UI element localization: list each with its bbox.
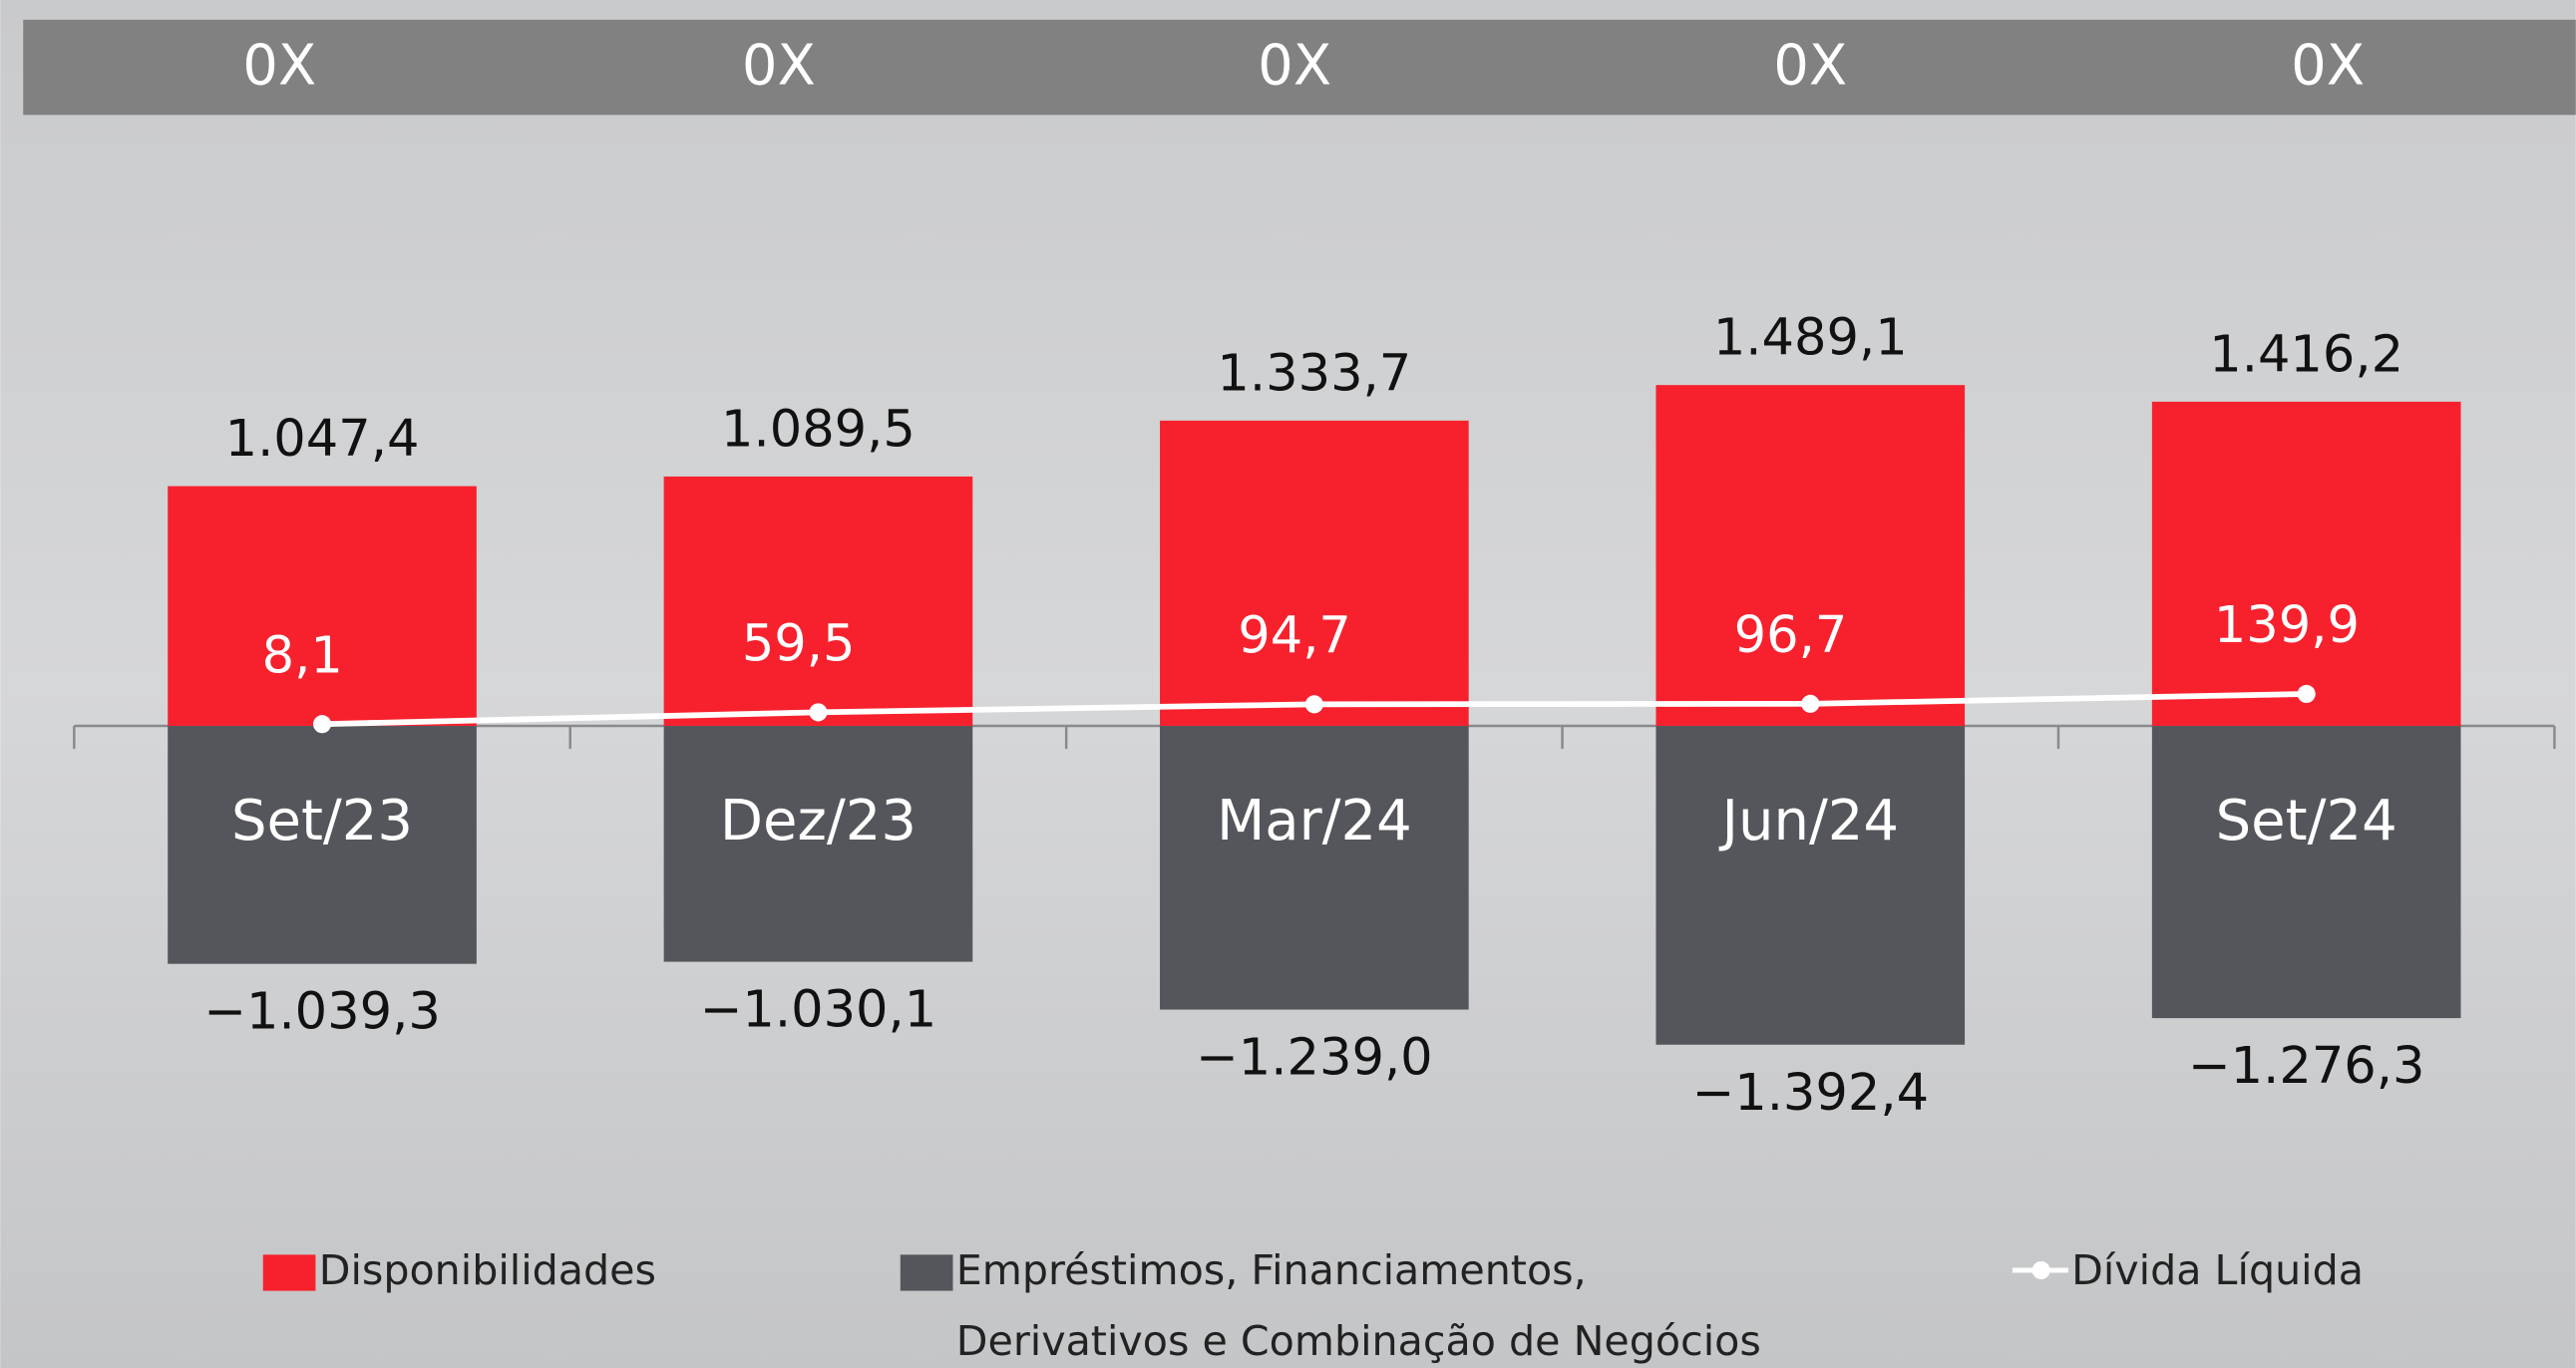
line-value-label: 8,1	[262, 626, 343, 685]
value-label: 1.333,7	[1217, 344, 1411, 403]
header-label: 0X	[1773, 33, 1847, 98]
bar	[168, 726, 477, 964]
x-tick-label: Dez/23	[720, 789, 917, 854]
line-value-label: 139,9	[2214, 596, 2360, 655]
legend-swatch	[900, 1254, 953, 1291]
x-tick-label: Jun/24	[1718, 789, 1899, 854]
bar	[1656, 385, 1966, 727]
header-label: 0X	[742, 33, 816, 98]
bar	[1656, 726, 1966, 1045]
value-label: 1.416,2	[2209, 325, 2403, 384]
labels: 0X 0X 0X 0X 0X 1.047,4 1.089,5 1.333,7 1.489,1 1.…	[203, 33, 2424, 1123]
line-value-label: 96,7	[1734, 606, 1848, 665]
bar	[1160, 726, 1469, 1010]
line-value-label: 94,7	[1238, 606, 1351, 665]
value-label: −1.392,4	[1691, 1064, 1929, 1123]
legend-label: Empréstimos, Financiamentos, Derivativos…	[955, 1246, 1761, 1365]
bar	[168, 486, 477, 727]
legend-label: Dívida Líquida	[2071, 1246, 2364, 1294]
header-band	[23, 19, 2576, 116]
bar	[2151, 726, 2461, 1019]
bar	[2151, 401, 2461, 727]
value-label: 1.489,1	[1713, 309, 1908, 368]
bar	[663, 726, 973, 962]
value-label: 1.089,5	[721, 400, 916, 459]
legend-item: Dívida Líquida	[2012, 1235, 2546, 1306]
line-point	[1801, 694, 1820, 713]
header-label: 0X	[1258, 33, 1331, 98]
line-point	[312, 715, 332, 734]
value-label: −1.030,1	[700, 981, 937, 1040]
value-label: −1.276,3	[2188, 1037, 2425, 1096]
x-tick-label: Set/23	[231, 789, 413, 854]
header-label: 0X	[242, 33, 316, 98]
bar	[663, 476, 973, 727]
legend-item: Disponibilidades	[262, 1235, 656, 1306]
legend-swatch	[262, 1254, 316, 1291]
value-label: −1.239,0	[1196, 1029, 1433, 1088]
value-label: 1.047,4	[225, 410, 420, 469]
x-tick-label: Mar/24	[1217, 789, 1412, 854]
axis-ticks	[73, 726, 2556, 750]
legend-item: Empréstimos, Financiamentos, Derivativos…	[900, 1235, 1810, 1368]
line-value-label: 59,5	[742, 615, 856, 674]
legend-swatch	[2012, 1235, 2068, 1306]
value-label: −1.039,3	[203, 983, 441, 1042]
header-label: 0X	[2291, 33, 2365, 98]
plot	[168, 385, 2461, 1045]
line-point	[1304, 695, 1323, 714]
bar	[1160, 420, 1469, 727]
legend-box: Disponibilidades Empréstimos, Financiamen…	[246, 1235, 2546, 1368]
x-tick-label: Set/24	[2216, 789, 2397, 854]
legend: Disponibilidades Empréstimos, Financiamen…	[246, 1235, 2546, 1368]
line-point	[2297, 684, 2316, 704]
line-point	[809, 703, 828, 722]
legend-label: Disponibilidades	[318, 1246, 656, 1294]
